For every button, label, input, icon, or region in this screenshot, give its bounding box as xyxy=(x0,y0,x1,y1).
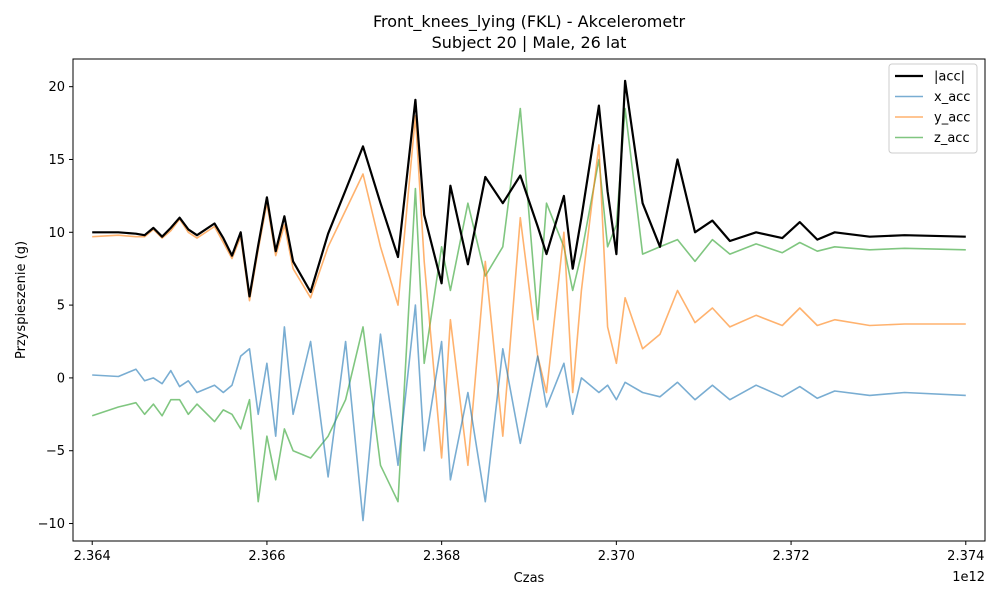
x-axis-label: Czas xyxy=(514,571,545,586)
chart-title: Front_knees_lying (FKL) - Akcelerometr xyxy=(373,12,686,32)
x-tick-label: 2.366 xyxy=(248,549,285,564)
series-line-zacc xyxy=(91,107,966,503)
y-axis-ticks: −10 −5 0 5 10 15 20 xyxy=(38,80,73,532)
plot-area xyxy=(73,59,985,541)
x-axis-offset-label: 1e12 xyxy=(952,570,985,585)
legend-label: y_acc xyxy=(934,111,970,126)
legend-label: |acc| xyxy=(934,70,965,85)
y-tick-label: 5 xyxy=(57,299,65,314)
legend-label: z_acc xyxy=(934,131,970,146)
y-axis-label: Przyspieszenie (g) xyxy=(14,241,29,359)
y-tick-label: 20 xyxy=(48,80,65,95)
legend-box xyxy=(888,63,978,154)
x-tick-label: 2.374 xyxy=(947,549,984,564)
x-tick-label: 2.368 xyxy=(423,549,460,564)
y-tick-label: 10 xyxy=(48,226,65,241)
x-axis-ticks: 2.364 2.366 2.368 2.370 2.372 2.374 xyxy=(74,541,984,564)
chart-subtitle: Subject 20 | Male, 26 lat xyxy=(432,33,627,52)
x-tick-label: 2.370 xyxy=(598,549,635,564)
series-line-xacc xyxy=(92,304,966,522)
series-layer xyxy=(91,79,966,522)
y-tick-label: 15 xyxy=(48,153,65,168)
x-tick-label: 2.372 xyxy=(772,549,809,564)
x-tick-label: 2.364 xyxy=(74,549,111,564)
axes-frame xyxy=(72,58,986,542)
y-tick-label: −5 xyxy=(46,444,65,459)
y-tick-label: 0 xyxy=(57,371,65,386)
series-line-yacc xyxy=(92,115,966,467)
legend: |acc| x_acc y_acc z_acc xyxy=(888,63,978,154)
legend-label: x_acc xyxy=(934,90,970,105)
series-line-acc xyxy=(92,79,966,298)
y-tick-label: −10 xyxy=(38,517,65,532)
